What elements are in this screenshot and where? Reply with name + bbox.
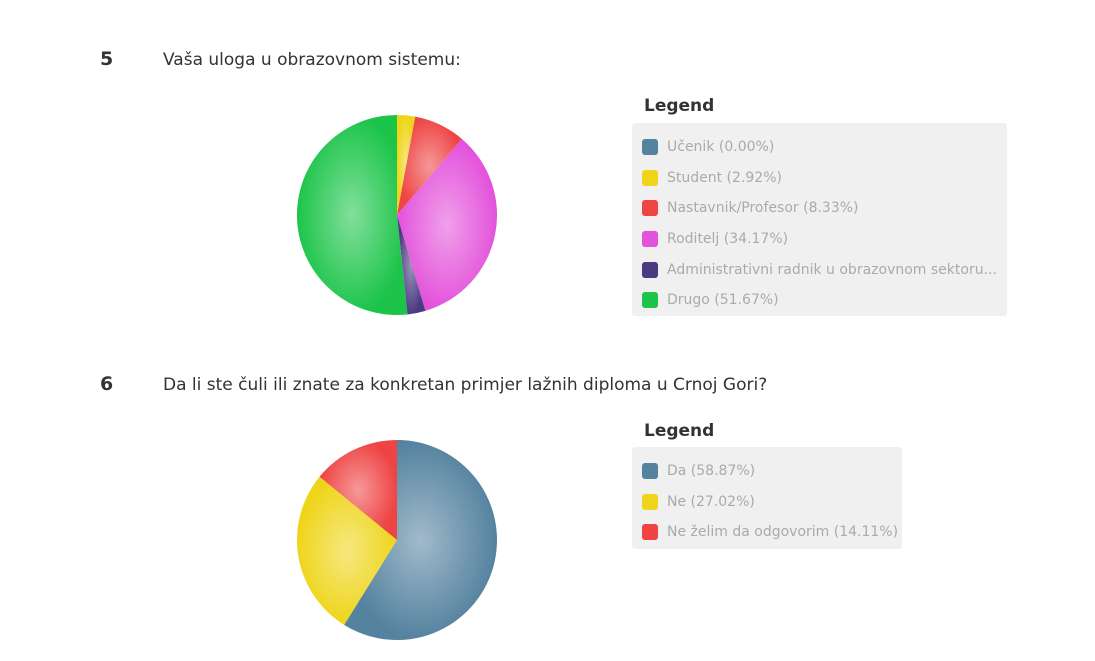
question-text: Vaša uloga u obrazovnom sistemu: <box>163 50 461 70</box>
legend-label: Ne želim da odgovorim (14.11%) <box>667 524 899 541</box>
legend-swatch <box>642 524 658 541</box>
pie-slice <box>397 138 498 311</box>
question-number: 6 <box>100 373 114 395</box>
legend-label: Ne (27.02%) <box>667 493 755 510</box>
legend-item[interactable]: Roditelj (34.17%) <box>632 224 1007 255</box>
legend-swatch <box>642 231 658 248</box>
legend-swatch <box>642 493 658 510</box>
legend-item[interactable]: Administrativni radnik u obrazovnom sekt… <box>632 254 1007 285</box>
pie-slice <box>397 215 426 315</box>
legend-item[interactable]: Da (58.87%) <box>632 456 902 487</box>
pie-slice <box>296 476 397 625</box>
legend: Učenik (0.00%) Student (2.92%) Nastavnik/P… <box>632 123 1007 316</box>
legend-label: Roditelj (34.17%) <box>667 231 789 248</box>
legend-item[interactable]: Ne želim da odgovorim (14.11%) <box>632 517 902 548</box>
pie-slice <box>319 440 397 540</box>
legend-label: Nastavnik/Profesor (8.33%) <box>667 200 859 217</box>
legend-item[interactable]: Nastavnik/Profesor (8.33%) <box>632 193 1007 224</box>
pie-chart <box>296 440 497 640</box>
legend-swatch <box>642 139 658 156</box>
legend-swatch <box>642 169 658 186</box>
legend-label: Učenik (0.00%) <box>667 139 775 156</box>
legend-title: Legend <box>644 96 715 116</box>
legend-item[interactable]: Student (2.92%) <box>632 163 1007 194</box>
legend-label: Da (58.87%) <box>667 463 756 480</box>
pie-slice <box>397 115 416 215</box>
legend-title: Legend <box>644 421 715 441</box>
question-text: Da li ste čuli ili znate za konkretan pr… <box>163 375 768 395</box>
legend-label: Drugo (51.67%) <box>667 292 779 309</box>
legend-swatch <box>642 261 658 278</box>
legend-label: Student (2.92%) <box>667 169 782 186</box>
question-number: 5 <box>100 48 114 70</box>
legend-swatch <box>642 200 658 217</box>
legend-label: Administrativni radnik u obrazovnom sekt… <box>667 261 997 278</box>
pie-slice <box>397 116 462 215</box>
legend: Da (58.87%) Ne (27.02%) Ne želim da odgovo… <box>632 447 902 549</box>
legend-item[interactable]: Drugo (51.67%) <box>632 285 1007 316</box>
pie-chart <box>296 114 498 315</box>
pie-slice <box>296 114 408 315</box>
legend-swatch <box>642 463 658 480</box>
legend-item[interactable]: Ne (27.02%) <box>632 487 902 518</box>
legend-swatch <box>642 292 658 309</box>
legend-item[interactable]: Učenik (0.00%) <box>632 132 1007 163</box>
pie-slice <box>344 440 497 640</box>
